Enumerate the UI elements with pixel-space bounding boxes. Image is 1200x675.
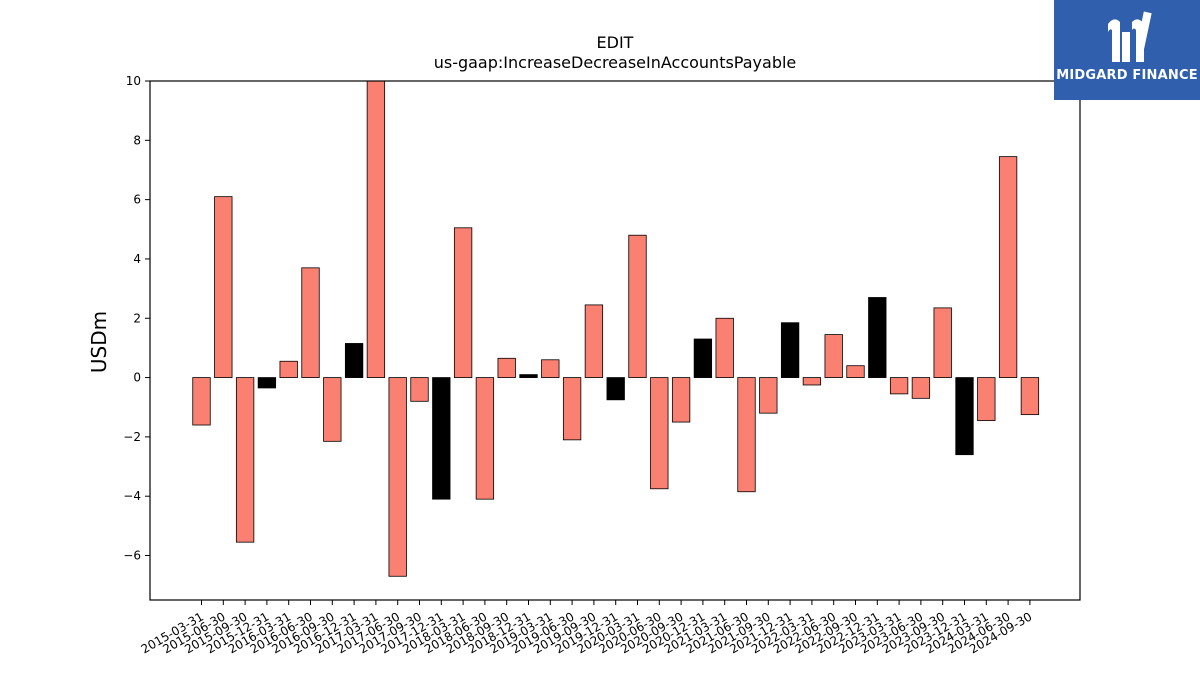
bar-2021-03-31 [715, 317, 734, 378]
bar-2019-12-31 [606, 377, 625, 401]
chart-subtitle: us-gaap:IncreaseDecreaseInAccountsPayabl… [433, 53, 797, 72]
y-axis-label: USDm [87, 311, 111, 373]
brand-name: MIDGARD FINANCE [1056, 68, 1198, 83]
bar-2017-03-31 [366, 80, 386, 378]
bar-2017-06-30 [388, 377, 407, 577]
bar-2020-03-31 [628, 234, 647, 378]
y-tick-label: 10 [126, 74, 141, 88]
y-tick-label: 0 [133, 371, 141, 385]
y-tick-label: 8 [133, 133, 141, 147]
bar-2023-06-30 [911, 377, 931, 399]
bar-2018-06-30 [475, 377, 495, 500]
bar-2016-09-30 [323, 377, 342, 442]
bar-2015-12-31 [257, 377, 277, 389]
bar-2024-09-30 [1020, 377, 1040, 416]
bar-2021-09-30 [759, 377, 778, 414]
bars-group [192, 80, 1040, 577]
bar-2022-09-30 [846, 365, 865, 378]
bar-2022-03-31 [802, 377, 822, 386]
bar-2018-09-30 [497, 357, 516, 378]
plot-frame [149, 80, 1081, 601]
bar-2023-09-30 [933, 307, 952, 378]
bar-2019-03-31 [541, 359, 560, 378]
bar-2017-09-30 [410, 377, 429, 402]
bar-2021-12-31 [780, 322, 800, 378]
x-axis: 2015-03-312015-06-302015-09-302015-12-31… [139, 600, 1034, 656]
y-tick-label: 6 [133, 193, 141, 207]
brand-logo: MIDGARD FINANCE [1054, 0, 1200, 100]
y-tick-label: 4 [133, 252, 141, 266]
bar-2016-12-31 [344, 343, 364, 378]
bar-2018-12-31 [519, 374, 538, 378]
bar-2016-03-31 [279, 360, 298, 378]
bar-2015-06-30 [214, 196, 233, 378]
bar-2017-12-31 [432, 377, 451, 500]
bar-2020-06-30 [650, 377, 669, 490]
bar-2016-06-30 [301, 267, 320, 378]
bar-2020-09-30 [671, 377, 691, 423]
bar-2015-03-31 [192, 377, 211, 426]
bar-2019-09-30 [584, 304, 604, 378]
bar-2022-12-31 [868, 297, 887, 378]
bar-2019-06-30 [562, 377, 582, 441]
y-tick-label: −6 [123, 549, 141, 563]
bar-2023-12-31 [955, 377, 974, 456]
y-axis: 10 8 6 4 2 0 −2 −4 −6 [123, 74, 150, 563]
bar-2024-06-30 [998, 156, 1018, 378]
bar-2015-09-30 [235, 377, 255, 543]
chart-title: EDIT [596, 33, 634, 52]
bar-2018-03-31 [453, 227, 473, 378]
midgard-logo-icon [1108, 11, 1152, 62]
y-tick-label: −2 [123, 430, 141, 444]
bar-2024-03-31 [977, 377, 996, 421]
bar-2020-12-31 [693, 338, 713, 378]
y-tick-label: 2 [133, 311, 141, 325]
bar-2022-06-30 [824, 334, 843, 378]
bar-2021-06-30 [737, 377, 756, 493]
y-tick-label: −4 [123, 489, 141, 503]
bar-2023-03-31 [889, 377, 909, 395]
